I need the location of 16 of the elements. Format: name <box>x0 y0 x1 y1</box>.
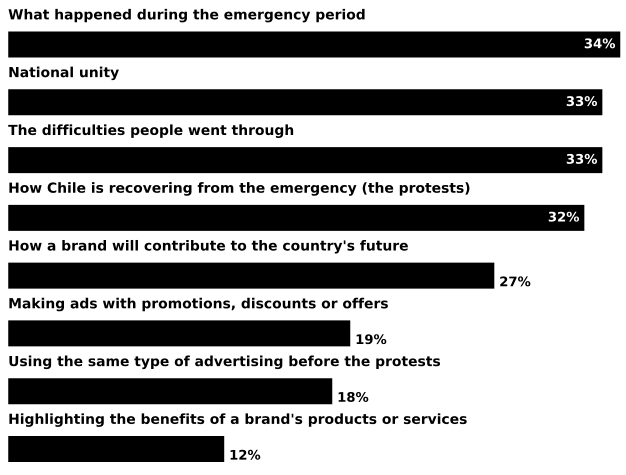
y-tick-label: Making ads with promotions, discounts or offers <box>9 298 388 312</box>
y-tick-label: The difficulties people went through <box>8 124 294 138</box>
data-label: 32% <box>548 212 580 222</box>
y-tick-label: Highlighting the benefits of a brand's products or services <box>9 413 467 427</box>
data-label: 33% <box>566 154 598 164</box>
y-tick-label: How Chile is recovering from the emergency (the protests) <box>9 182 470 196</box>
y-tick-label: Using the same type of advertising before the protests <box>9 356 440 370</box>
data-label: 27% <box>500 276 530 286</box>
data-label: 12% <box>230 450 260 460</box>
y-tick-label: What happened during the emergency period <box>8 8 365 22</box>
y-tick-label: National unity <box>9 66 119 80</box>
data-label: 18% <box>338 392 368 402</box>
data-label: 34% <box>584 38 616 48</box>
y-tick-label: How a brand will contribute to the country's future <box>9 240 408 254</box>
data-label: 19% <box>356 334 386 344</box>
data-label: 33% <box>566 96 598 106</box>
